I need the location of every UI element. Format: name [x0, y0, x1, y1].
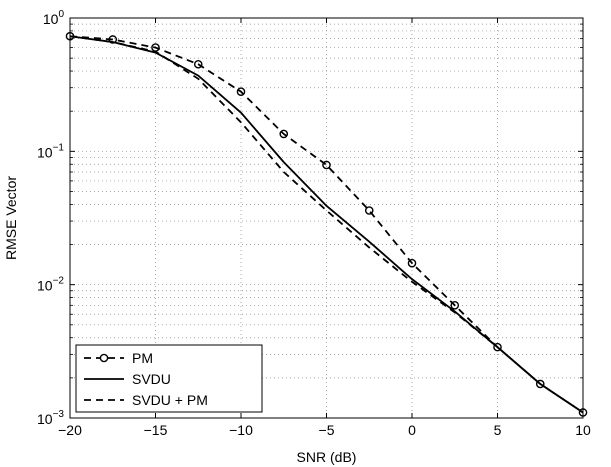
x-tick-label: 5 [494, 422, 502, 438]
series-marker [578, 408, 588, 417]
series-marker [322, 160, 331, 170]
x-tick-label: −20 [58, 422, 82, 438]
series-marker [407, 258, 417, 268]
axes [69, 17, 584, 419]
y-tick-label: 10−3 [37, 409, 64, 427]
legend-label: SVDU + PM [132, 392, 208, 408]
series-marker [535, 379, 545, 389]
series-marker [108, 35, 118, 44]
y-axis-label: RMSE Vector [3, 176, 19, 260]
x-tick-label: 0 [408, 422, 416, 438]
series-marker [364, 206, 374, 215]
legend: PM SVDU SVDU + PM [75, 344, 263, 413]
series-line-2 [69, 35, 584, 414]
x-tick-label: −5 [319, 422, 335, 438]
y-tick-label: 10−1 [37, 142, 64, 160]
tick-labels: −20 −15 −10 −5 0 5 10 10−3 10−2 10−1 100 [37, 9, 591, 438]
series-lines [65, 31, 588, 417]
x-tick-label: 10 [575, 422, 591, 438]
x-tick-label: −10 [229, 422, 253, 438]
x-axis-label: SNR (dB) [297, 449, 357, 465]
series-marker [450, 301, 460, 310]
series-marker [279, 129, 289, 139]
y-tick-label: 10−2 [37, 276, 64, 294]
series-marker [193, 59, 203, 69]
x-tick-label: −15 [144, 422, 168, 438]
legend-label: PM [132, 350, 153, 366]
series-marker [493, 342, 502, 352]
legend-label: SVDU [132, 371, 171, 387]
legend-marker [99, 353, 109, 363]
series-marker [236, 87, 246, 97]
y-tick-label: 100 [43, 9, 65, 27]
